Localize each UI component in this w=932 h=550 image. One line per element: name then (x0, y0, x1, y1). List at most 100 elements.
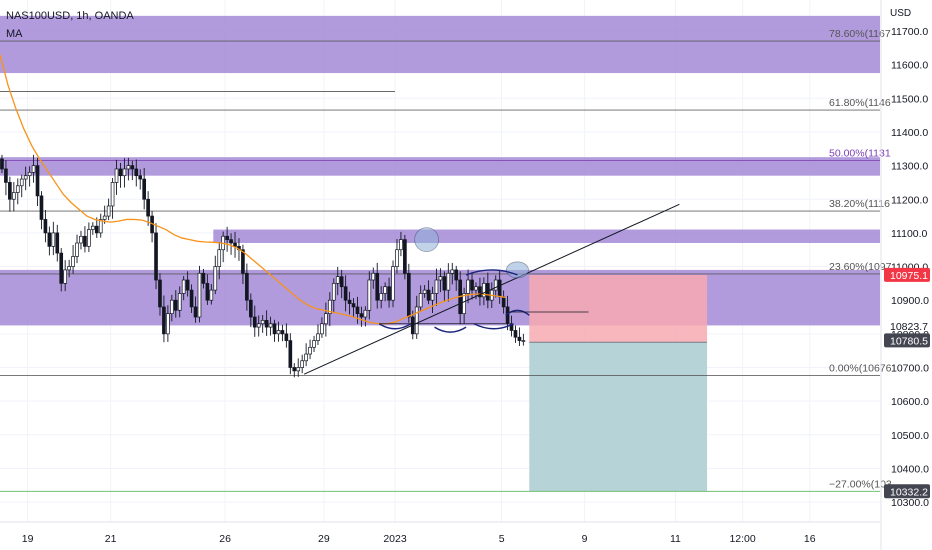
candle-body (517, 336, 522, 341)
grid (0, 0, 880, 522)
candle-body (252, 316, 257, 328)
candle-body (23, 175, 28, 180)
y-tick-label: 10900.0 (891, 295, 929, 307)
candle-body (339, 276, 344, 288)
candle-body (264, 320, 269, 328)
resistance-zone (0, 157, 880, 176)
candle-body (316, 333, 320, 341)
candle-body (71, 256, 75, 267)
candle-body (308, 346, 312, 355)
candle-body (328, 299, 332, 315)
candle-body (359, 313, 364, 318)
candle-body (280, 330, 285, 335)
candle-body (102, 215, 107, 220)
candle-body (371, 272, 376, 281)
candle-body (79, 235, 83, 244)
x-tick-label: 9 (582, 533, 588, 545)
candle-body (288, 340, 293, 368)
ma-line (0, 54, 506, 325)
candle-body (225, 235, 229, 240)
candle-body (12, 192, 16, 200)
fib-label: 78.60%(1167 (829, 28, 891, 40)
candle-body (399, 239, 403, 251)
candle-body (43, 219, 48, 234)
candle-body (379, 293, 384, 301)
candle-body (331, 283, 336, 301)
candle-body (249, 299, 253, 318)
candle-body (197, 272, 202, 318)
candle-body (98, 219, 103, 234)
candle-body (0, 158, 4, 170)
y-tick-label: 10400.0 (891, 463, 929, 475)
candle-body (90, 225, 95, 230)
y-tick-label: 11100.0 (891, 228, 928, 240)
candle-body (87, 229, 91, 247)
fib-levels: 78.60%(1167 61.80%(1146 50.00%(1131 38.20%(… (0, 28, 892, 492)
candle-body (414, 306, 419, 335)
candle-body (193, 306, 198, 318)
candle-body (19, 178, 24, 187)
candle-body (482, 283, 486, 298)
candle-body (509, 323, 514, 331)
candle-body (268, 323, 273, 328)
fib-label: 61.80%(1146 (829, 97, 891, 109)
candle-body (300, 360, 305, 368)
candle-body (27, 171, 32, 177)
candle-body (312, 340, 316, 348)
y-tick-label: 10300.0 (891, 497, 929, 509)
candle-body (75, 242, 79, 257)
candle-body (343, 286, 348, 301)
candle-body (407, 272, 411, 318)
candle-body (367, 279, 372, 311)
x-tick-label: 2023 (383, 533, 407, 545)
candle-body (422, 289, 427, 294)
candle-body (126, 165, 131, 170)
drawings[interactable] (303, 203, 680, 375)
price-label: 10332.2 (890, 486, 928, 498)
candle-body (130, 165, 135, 170)
candle-body (430, 293, 435, 301)
x-tick-label: 5 (499, 533, 505, 545)
currency-label: USD (890, 8, 911, 19)
x-tick-label: 11 (670, 533, 681, 545)
candle-body (205, 283, 210, 301)
candle-body (170, 299, 174, 315)
candle-body (335, 276, 340, 284)
pattern-arc (473, 323, 514, 330)
candle-body (181, 279, 186, 294)
candle-body (106, 205, 111, 217)
candle-body (470, 279, 474, 291)
candle-body (418, 293, 423, 308)
candle-body (256, 323, 261, 328)
candle-body (351, 303, 356, 308)
candle-body (4, 168, 8, 183)
candle-body (83, 235, 87, 247)
pattern-arc (378, 323, 412, 330)
candle-body (497, 279, 502, 298)
stop-loss-area (529, 274, 708, 343)
candle-body (162, 306, 166, 335)
position-tool[interactable] (529, 274, 708, 492)
take-profit-area (529, 342, 708, 492)
chart-symbol: NAS100USD, 1h, OANDA (6, 10, 134, 22)
candle-body (166, 313, 170, 335)
candle-body (355, 306, 360, 315)
fib-label: 0.00%(10676 (829, 363, 892, 375)
candle-body (213, 266, 218, 291)
candle-body (292, 367, 297, 372)
candle-body (395, 249, 399, 267)
candle-body (383, 286, 387, 294)
y-tick-label: 11300.0 (891, 161, 928, 173)
candle-body (478, 286, 482, 298)
candle-body (67, 266, 71, 271)
candle-body (146, 198, 150, 217)
price-label-bg (884, 333, 930, 348)
x-tick-label: 19 (22, 533, 34, 545)
fib-label: −27.00%(103 (829, 478, 892, 490)
candle-body (110, 182, 115, 207)
pattern-arc (434, 326, 467, 333)
y-tick-label: 10600.0 (891, 396, 929, 408)
x-tick-label: 12:00 (729, 533, 755, 545)
